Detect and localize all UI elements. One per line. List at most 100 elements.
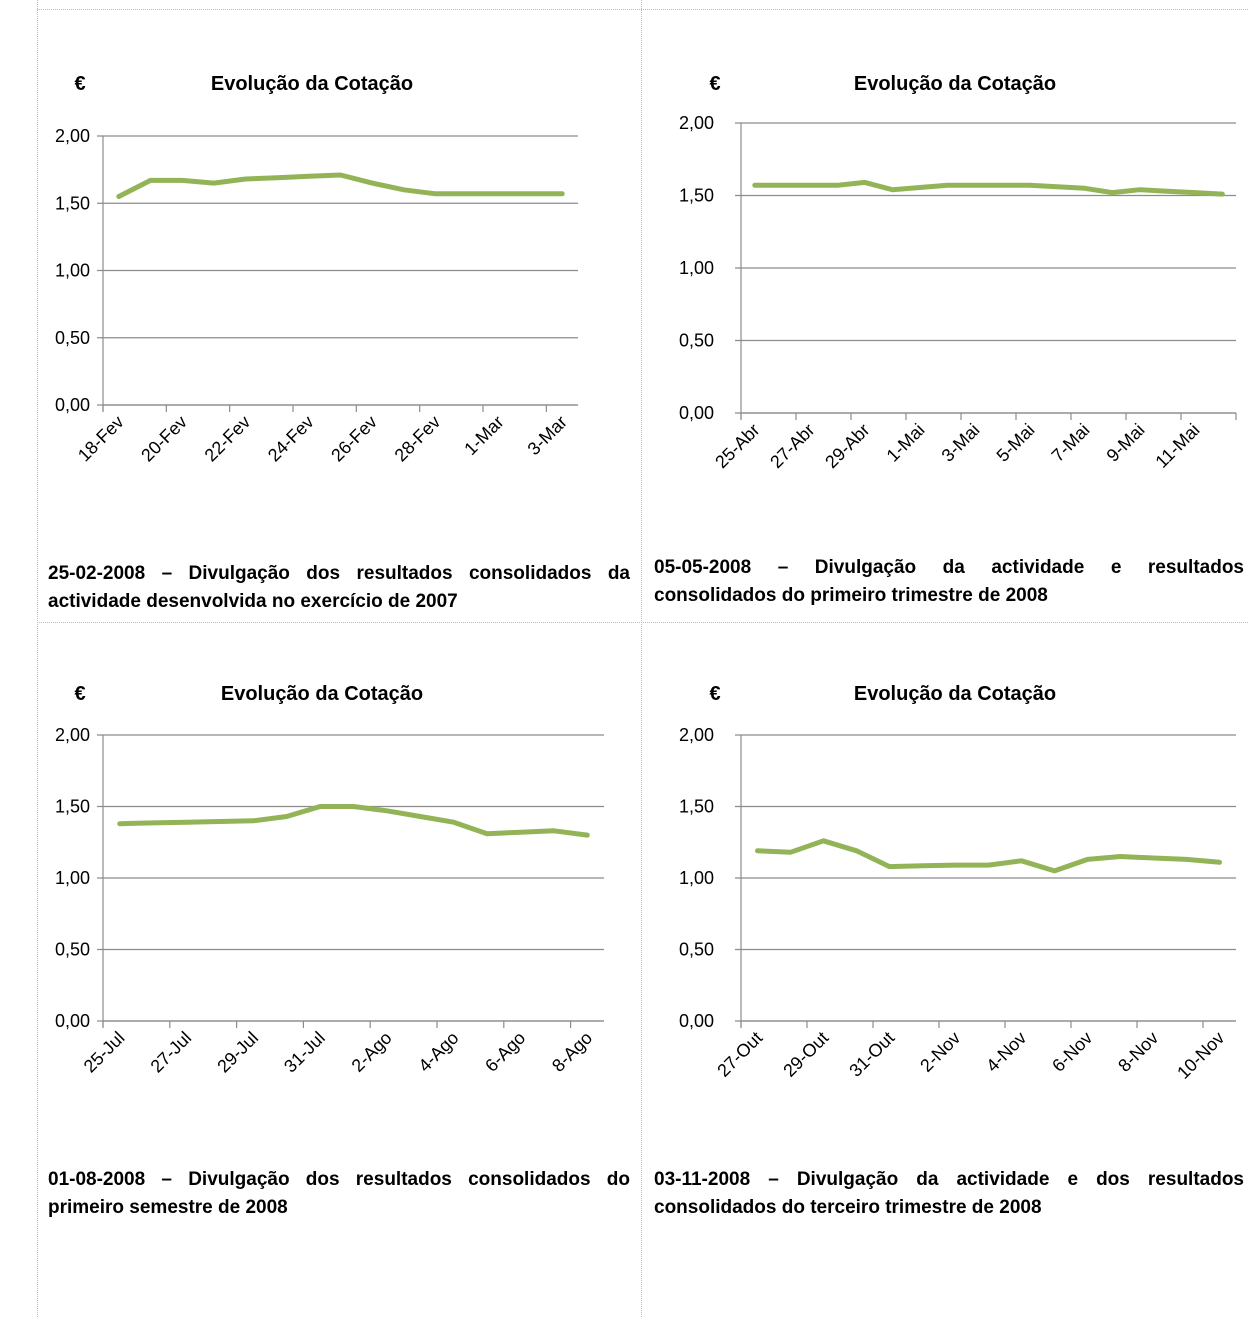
- y-tick-label: 0,00: [679, 403, 714, 423]
- data-point: [211, 180, 216, 186]
- data-point: [251, 818, 256, 823]
- data-point: [854, 848, 859, 853]
- price-chart-2: € Evolução da Cotação 0,00 0,50 1,00 1,50 2,00…: [679, 73, 1237, 472]
- y-tick-label: 1,00: [55, 868, 90, 888]
- price-chart-3: € Evolução da Cotação 0,00 0,50 1,00 1,50 2,00…: [55, 683, 604, 1076]
- data-point: [243, 176, 248, 182]
- x-tick-label: 10-Nov: [1173, 1028, 1228, 1083]
- data-point: [1137, 187, 1143, 192]
- data-point: [920, 863, 925, 868]
- x-tick-label: 31-Out: [845, 1028, 898, 1081]
- data-point: [1184, 857, 1189, 862]
- y-tick-label: 2,00: [55, 725, 90, 745]
- x-tick-label: 8-Nov: [1114, 1028, 1162, 1076]
- data-point: [275, 175, 280, 180]
- x-tick-label: 2-Nov: [916, 1028, 964, 1076]
- data-point: [1192, 190, 1198, 195]
- y-tick-label: 0,00: [55, 1011, 90, 1031]
- y-tick-label: 0,00: [55, 395, 90, 415]
- y-tick-label: 1,50: [679, 186, 714, 206]
- data-point: [351, 804, 356, 809]
- y-tick-label: 1,50: [55, 193, 90, 213]
- data-point: [887, 864, 892, 869]
- data-point: [890, 187, 895, 192]
- data-point: [807, 183, 812, 188]
- y-tick-label: 2,00: [679, 725, 714, 745]
- price-series-line: [752, 179, 1225, 197]
- chart-title: Evolução da Cotação: [211, 73, 413, 95]
- top-border: [37, 9, 1248, 10]
- currency-symbol: €: [709, 683, 720, 705]
- data-point: [1165, 189, 1170, 194]
- data-point: [560, 191, 565, 196]
- data-point: [317, 804, 323, 809]
- caption-4: 03-11-2008 – Divulgação da actividade e …: [654, 1169, 1244, 1218]
- chart-title: Evolução da Cotação: [854, 73, 1056, 95]
- chart-title: Evolução da Cotação: [854, 683, 1056, 705]
- data-point: [1000, 183, 1005, 188]
- data-point: [1151, 855, 1156, 861]
- data-point: [1110, 190, 1115, 195]
- y-tick-label: 1,50: [55, 797, 90, 817]
- x-tick-label: 29-Out: [779, 1028, 832, 1081]
- caption-3: 01-08-2008 – Divulgação dos resultados c…: [48, 1169, 630, 1218]
- y-tick-label: 0,00: [679, 1011, 714, 1031]
- data-point: [1082, 186, 1088, 191]
- data-point: [451, 820, 456, 825]
- data-point: [496, 191, 501, 196]
- data-point: [1055, 184, 1060, 189]
- data-point: [370, 180, 375, 186]
- data-point: [465, 191, 470, 196]
- data-point: [835, 183, 840, 188]
- data-point: [1019, 858, 1024, 863]
- chart-title: Evolução da Cotação: [221, 683, 423, 705]
- data-point: [116, 194, 122, 199]
- data-point: [518, 830, 523, 835]
- data-point: [117, 821, 122, 826]
- data-point: [821, 838, 826, 843]
- caption-2: 05-05-2008 – Divulgação da actividade e …: [654, 557, 1244, 606]
- data-point: [953, 862, 958, 868]
- currency-symbol: €: [709, 73, 720, 95]
- row-divider: [37, 622, 1248, 623]
- data-point: [551, 828, 557, 833]
- currency-symbol: €: [74, 73, 85, 95]
- price-chart-4: € Evolução da Cotação 0,00 0,50 1,00 1,50 2,00…: [679, 683, 1236, 1083]
- price-chart-1: € Evolução da Cotação 0,00 0,50 1,00 1,50 2,00…: [55, 73, 578, 465]
- data-point: [972, 183, 977, 188]
- currency-symbol: €: [74, 683, 85, 705]
- data-point: [528, 191, 533, 196]
- data-point: [418, 814, 423, 819]
- data-point: [986, 862, 991, 868]
- y-tick-label: 2,00: [55, 126, 90, 146]
- y-tick-label: 0,50: [55, 328, 90, 348]
- x-tick-label: 27-Out: [713, 1028, 766, 1081]
- data-point: [150, 820, 156, 826]
- data-point: [1085, 857, 1090, 862]
- data-point: [484, 831, 490, 836]
- data-point: [945, 183, 950, 188]
- left-border: [37, 0, 38, 1317]
- data-point: [788, 850, 793, 855]
- data-point: [217, 819, 223, 824]
- data-point: [780, 183, 785, 188]
- data-point: [1118, 854, 1123, 859]
- data-point: [1027, 183, 1033, 188]
- data-point: [752, 183, 757, 188]
- y-tick-label: 2,00: [679, 113, 714, 133]
- data-point: [284, 814, 289, 819]
- data-point: [585, 832, 590, 838]
- y-tick-label: 1,00: [679, 868, 714, 888]
- y-tick-label: 0,50: [55, 940, 90, 960]
- x-tick-label: 6-Nov: [1048, 1028, 1096, 1076]
- data-point: [148, 178, 153, 183]
- data-point: [862, 180, 867, 185]
- data-point: [1052, 868, 1057, 874]
- data-point: [755, 848, 760, 853]
- y-tick-label: 1,00: [55, 261, 90, 281]
- caption-1: 25-02-2008 – Divulgação dos resultados c…: [48, 563, 630, 612]
- data-point: [401, 187, 406, 192]
- y-tick-label: 0,50: [679, 940, 714, 960]
- data-point: [917, 185, 922, 190]
- data-point: [1217, 860, 1222, 865]
